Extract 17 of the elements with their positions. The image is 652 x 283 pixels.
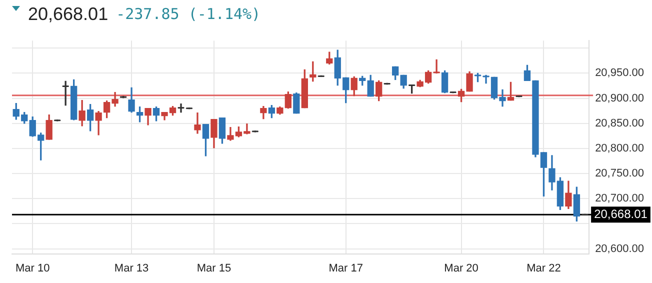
y-tick-label: 20,600.00 (595, 242, 644, 255)
y-tick-label: 20,900.00 (595, 92, 644, 104)
x-tick-label: Mar 22 (526, 262, 561, 274)
x-tick-label: Mar 17 (328, 262, 363, 274)
x-tick-label: Mar 10 (15, 262, 50, 274)
chart-title: 20,668.01 (28, 4, 108, 24)
candlestick (482, 74, 490, 84)
y-tick-label: 20,850.00 (595, 117, 644, 130)
x-tick-label: Mar 13 (114, 262, 149, 274)
y-tick-label: 20,700.00 (595, 192, 644, 205)
y-tick-label: 20,800.00 (595, 142, 644, 154)
y-tick-label: 20,950.00 (595, 67, 644, 80)
ref-line-label: 20,668.01 (594, 206, 648, 221)
chart-subtitle: -237.85 (-1.14%) (116, 5, 261, 23)
x-tick-label: Mar 20 (444, 262, 478, 274)
x-tick-label: Mar 15 (196, 262, 232, 274)
y-tick-label: 20,750.00 (595, 168, 644, 180)
